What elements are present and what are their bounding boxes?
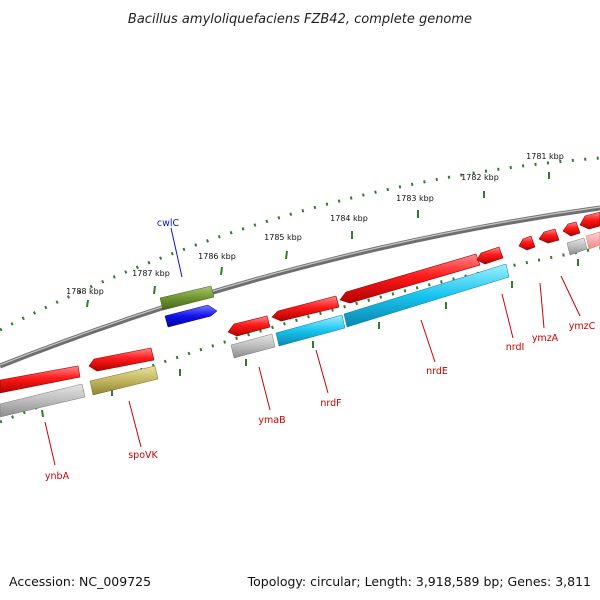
gene-nrdF[interactable] — [271, 295, 340, 322]
outer-major-ticks — [86, 172, 550, 308]
kbp-labels: 1788 kbp 1787 kbp 1786 kbp 1785 kbp 1784… — [66, 152, 564, 296]
leader-lines — [44, 227, 581, 466]
gene-label-ymaB[interactable]: ymaB — [258, 415, 285, 426]
gene-edge-right[interactable] — [579, 211, 600, 230]
gene-label-spoVK[interactable]: spoVK — [128, 450, 158, 461]
kbp-label: 1785 kbp — [264, 233, 302, 242]
gene-nrdI[interactable] — [476, 246, 504, 265]
leader-nrdE — [420, 319, 436, 363]
kbp-label: 1784 kbp — [330, 214, 368, 223]
leader-nrdI — [501, 293, 514, 339]
leader-ymzC — [560, 275, 581, 317]
gene-ymzA-2[interactable] — [538, 228, 560, 244]
feature-ymzC[interactable] — [566, 237, 588, 256]
kbp-label: 1782 kbp — [461, 173, 499, 182]
feature-ymaB[interactable] — [230, 333, 276, 359]
leader-spoVK — [128, 400, 142, 448]
map-title: Bacillus amyloliquefaciens FZB42, comple… — [128, 12, 472, 27]
feature-bars — [0, 231, 600, 418]
inner-major-ticks — [41, 259, 579, 418]
gene-label-cwlC[interactable]: cwlC — [157, 218, 180, 229]
gene-nrdE[interactable] — [339, 253, 481, 304]
feature-spoVK[interactable] — [89, 365, 159, 396]
feature-ynbA[interactable] — [0, 383, 86, 418]
forward-strand-genes — [0, 211, 600, 394]
gene-label-ymzA[interactable]: ymzA — [532, 333, 559, 344]
leader-nrdF — [315, 349, 329, 394]
gene-label-ynbA[interactable]: ynbA — [45, 471, 70, 482]
feature-nrdF[interactable] — [275, 314, 346, 347]
leader-ymzA — [539, 282, 545, 329]
accession-text: Accession: NC_009725 — [9, 574, 151, 589]
kbp-label: 1786 kbp — [198, 252, 236, 261]
gene-label-ymzC[interactable]: ymzC — [569, 321, 596, 332]
outer-tick-ring — [0, 156, 600, 332]
gene-label-nrdF[interactable]: nrdF — [320, 398, 341, 409]
gene-ymzC[interactable] — [562, 221, 581, 237]
gene-ymaB[interactable] — [227, 315, 271, 337]
gene-ynbA[interactable] — [0, 365, 81, 394]
gene-cwlC-feature[interactable] — [159, 285, 215, 311]
gene-cwlC[interactable] — [164, 304, 218, 328]
leader-ymaB — [258, 366, 271, 411]
genome-backbone — [0, 205, 600, 369]
gene-label-nrdE[interactable]: nrdE — [426, 366, 448, 377]
leader-ynbA — [44, 421, 56, 466]
feature-edge-right[interactable] — [585, 231, 600, 250]
kbp-label: 1783 kbp — [396, 194, 434, 203]
gene-label-nrdI[interactable]: nrdI — [506, 342, 525, 353]
kbp-label: 1788 kbp — [66, 287, 104, 296]
gene-spoVK[interactable] — [88, 347, 155, 372]
gene-cwlC-group — [159, 285, 218, 328]
genome-backbone-highlight — [0, 206, 600, 366]
kbp-label: 1787 kbp — [132, 269, 170, 278]
gene-labels: cwlC ynbA spoVK ymaB nrdF nrdE nrdI ymzA… — [45, 218, 596, 482]
leader-cwlC — [170, 227, 183, 278]
genome-summary-text: Topology: circular; Length: 3,918,589 bp… — [247, 574, 591, 589]
feature-nrdE[interactable] — [343, 263, 510, 328]
gene-ymzA[interactable] — [518, 235, 536, 251]
kbp-label: 1781 kbp — [526, 152, 564, 161]
